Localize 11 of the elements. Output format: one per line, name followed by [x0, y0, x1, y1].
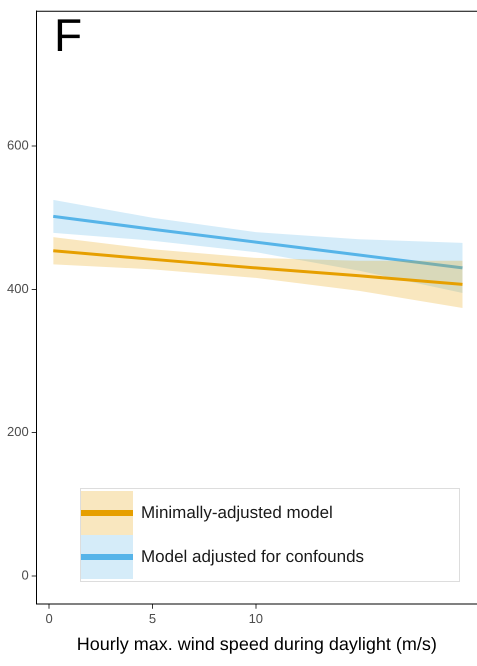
x-axis-title: Hourly max. wind speed during daylight (m/s) [76, 634, 437, 654]
x-tick-label: 10 [248, 611, 264, 626]
y-tick-label: 200 [6, 424, 29, 440]
x-tick-label: 5 [148, 611, 156, 626]
legend-label: Model adjusted for confounds [141, 547, 364, 567]
annotation: F [54, 9, 82, 61]
legend-label: Minimally-adjusted model [141, 503, 333, 523]
y-tick-label: 400 [6, 280, 29, 296]
y-tick-label: 600 [6, 138, 29, 153]
y-tick-label: 0 [21, 567, 29, 582]
x-tick-label: 0 [45, 611, 53, 626]
